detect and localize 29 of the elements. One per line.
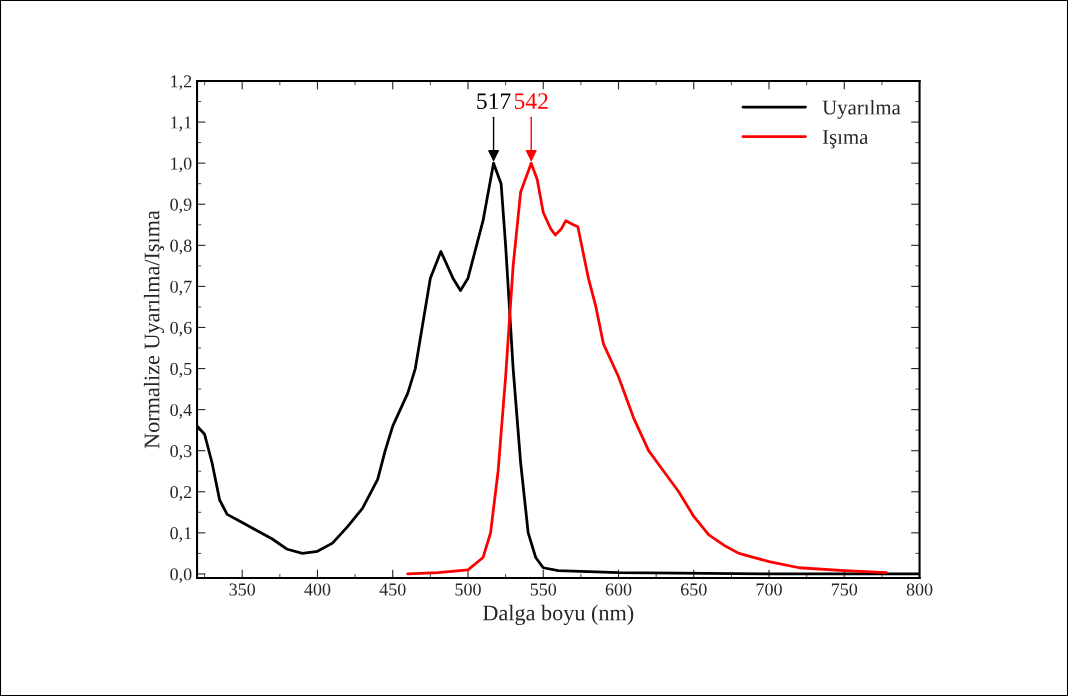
x-tick-label: 350 <box>229 583 256 596</box>
y-tick-label: 0,9 <box>170 198 192 214</box>
x-tick-label: 600 <box>605 583 632 596</box>
y-tick-label: 0,4 <box>170 403 192 419</box>
y-tick-label: 0,1 <box>170 527 192 542</box>
x-tick-label: 500 <box>455 583 481 596</box>
y-tick-label: 1,0 <box>171 157 192 173</box>
y-tick-label: 0,3 <box>170 444 192 460</box>
y-axis-title: Normalize Uyarılma/Işıma <box>143 210 165 449</box>
x-tick-label: 800 <box>906 583 933 596</box>
x-axis-title: Dalga boyu (nm) <box>483 604 634 626</box>
y-tick-label: 0,8 <box>170 239 192 255</box>
x-tick-label: 550 <box>530 583 557 596</box>
y-tick-label: 0,7 <box>170 280 192 296</box>
y-tick-label: 0,2 <box>170 486 192 501</box>
y-tick-label: 1,1 <box>171 116 192 132</box>
x-tick-label: 450 <box>379 583 406 596</box>
annotation: 542 <box>514 93 548 110</box>
legend-label: Işıma <box>822 130 869 149</box>
y-tick-label: 0,5 <box>170 362 192 378</box>
legend-label: Uyarılma <box>822 99 901 119</box>
x-tick-label: 700 <box>756 583 782 596</box>
y-tick-label: 0,6 <box>170 321 192 337</box>
x-tick-label: 750 <box>831 583 858 596</box>
y-tick-label: 0,0 <box>170 568 192 583</box>
x-tick-label: 400 <box>304 583 331 596</box>
x-tick-label: 650 <box>681 583 707 596</box>
y-tick-label: 1,2 <box>171 75 192 91</box>
annotation: 517 <box>477 93 511 110</box>
